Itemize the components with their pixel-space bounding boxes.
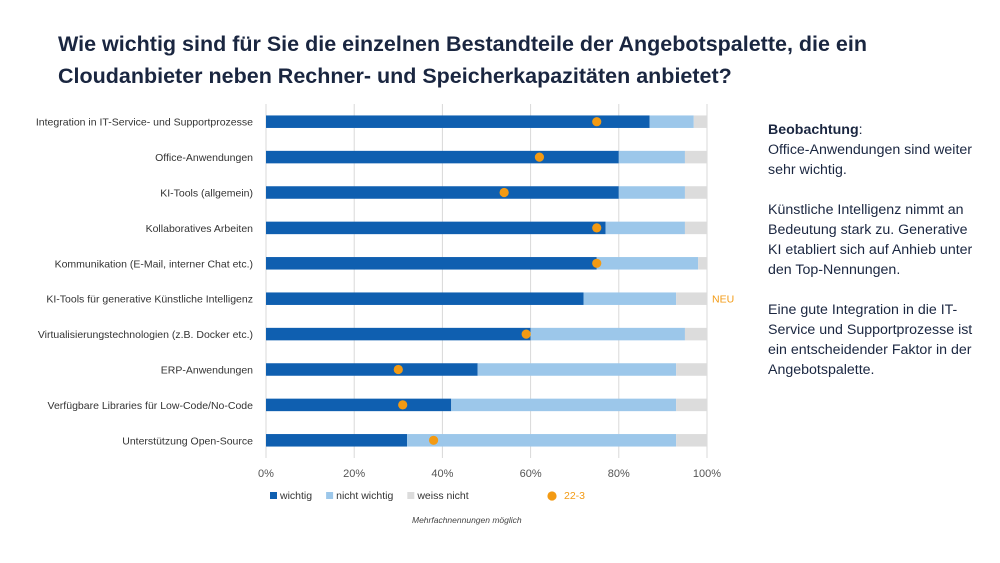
- legend-marker-label: 22-3: [564, 490, 585, 502]
- x-tick-label: 100%: [693, 468, 721, 480]
- bar-segment-nicht-wichtig: [583, 292, 677, 305]
- marker-point: [592, 258, 602, 268]
- legend-swatch: [270, 492, 277, 499]
- x-tick-label: 40%: [431, 468, 453, 480]
- bar-segment-wichtig: [266, 434, 408, 447]
- bar-segment-nicht-wichtig: [596, 257, 699, 270]
- bar-segment-wichtig: [266, 115, 650, 128]
- bar-segment-weiss-nicht: [684, 150, 707, 164]
- bar-segment-weiss-nicht: [676, 363, 707, 376]
- marker-point: [393, 364, 403, 375]
- bar-segment-weiss-nicht: [684, 221, 707, 235]
- bar-segment-nicht-wichtig: [477, 363, 677, 376]
- category-label: Integration in IT-Service- und Supportpr…: [36, 117, 253, 129]
- category-label: Kommunikation (E-Mail, interner Chat etc…: [55, 258, 253, 270]
- bar-segment-nicht-wichtig: [451, 398, 677, 412]
- bar-segment-wichtig: [266, 292, 584, 305]
- observation-text-3: Eine gute Integration in die IT-Service …: [768, 302, 973, 378]
- category-label: Unterstützung Open-Source: [122, 435, 253, 447]
- marker-point: [592, 117, 602, 127]
- observation-heading-colon: :: [858, 122, 863, 138]
- x-tick-label: 80%: [608, 468, 630, 480]
- observation-p1: Beobachtung: Office-Anwendungen sind weit…: [768, 120, 983, 180]
- observation-text-2: Künstliche Intelligenz nimmt an Bedeutun…: [768, 202, 973, 278]
- bar-segment-nicht-wichtig: [605, 221, 685, 235]
- observation-heading: Beobachtung: [768, 122, 859, 138]
- category-label: KI-Tools (allgemein): [160, 188, 253, 200]
- category-label: KI-Tools für generative Künstliche Intel…: [46, 294, 253, 306]
- bar-segment-weiss-nicht: [684, 327, 707, 341]
- footnote: Mehrfachnennungen möglich: [412, 515, 522, 525]
- legend-swatch: [326, 492, 334, 499]
- page-title: Wie wichtig sind für Sie die einzelnen B…: [58, 32, 867, 88]
- bar-segment-weiss-nicht: [693, 115, 707, 128]
- x-tick-label: 0%: [258, 468, 274, 480]
- marker-point: [534, 152, 545, 162]
- bar-segment-wichtig: [266, 221, 606, 235]
- bar-segment-weiss-nicht: [698, 257, 707, 270]
- bar-segment-nicht-wichtig: [530, 327, 685, 341]
- legend-label: wichtig: [279, 490, 312, 502]
- bar-segment-wichtig: [266, 257, 597, 270]
- bar-segment-nicht-wichtig: [407, 434, 677, 447]
- category-label: Office-Anwendungen: [155, 152, 253, 164]
- bar-segment-wichtig: [266, 150, 619, 164]
- bar-segment-wichtig: [266, 363, 478, 376]
- legend-label: weiss nicht: [416, 490, 468, 502]
- category-label: ERP-Anwendungen: [161, 365, 253, 377]
- category-label: Kollaboratives Arbeiten: [146, 223, 254, 235]
- x-tick-label: 60%: [520, 468, 542, 480]
- bar-segment-nicht-wichtig: [618, 150, 685, 164]
- observation-text-1: Office-Anwendungen sind weiter sehr wich…: [768, 142, 973, 178]
- marker-point: [521, 329, 531, 339]
- bar-segment-nicht-wichtig: [618, 186, 685, 199]
- bar-segment-weiss-nicht: [676, 398, 707, 412]
- legend-label: nicht wichtig: [336, 490, 393, 502]
- legend-marker: [547, 491, 557, 501]
- bar-segment-wichtig: [266, 186, 619, 199]
- bar-segment-weiss-nicht: [676, 292, 707, 305]
- annotation-label: NEU: [712, 294, 734, 306]
- x-tick-label: 20%: [343, 468, 365, 480]
- bar-segment-weiss-nicht: [676, 434, 707, 447]
- marker-point: [398, 400, 408, 410]
- category-label: Virtualisierungstechnologien (z.B. Docke…: [38, 329, 253, 341]
- legend-swatch: [407, 492, 415, 499]
- bar-segment-weiss-nicht: [684, 186, 707, 199]
- bar-segment-nicht-wichtig: [649, 115, 694, 128]
- observation-panel: Beobachtung: Office-Anwendungen sind weit…: [768, 120, 983, 400]
- category-label: Verfügbare Libraries für Low-Code/No-Cod…: [48, 400, 254, 412]
- marker-point: [499, 187, 509, 198]
- marker-point: [428, 435, 439, 445]
- bar-segment-wichtig: [266, 327, 531, 341]
- bar-segment-wichtig: [266, 398, 452, 412]
- marker-point: [592, 223, 602, 233]
